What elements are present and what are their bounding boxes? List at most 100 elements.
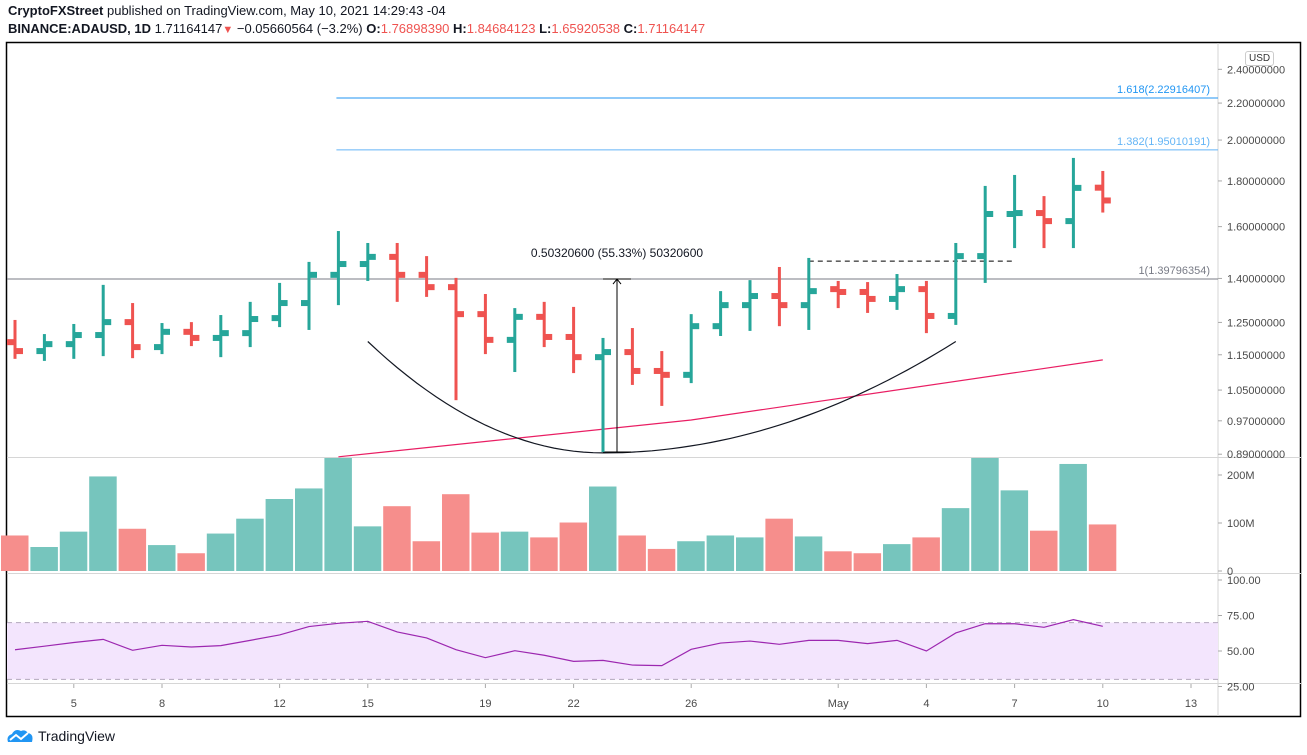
ohlc-bar-close [927, 312, 935, 319]
volume-bar [912, 537, 940, 571]
measure-arrow-icon [612, 278, 622, 285]
ohlc-bar-range [307, 261, 311, 330]
ohlc-bar [448, 277, 464, 401]
ohlc-bar-close [898, 286, 905, 293]
rsi-line [14, 619, 1103, 667]
ohlc-bar-close [692, 323, 700, 330]
volume-bar [236, 518, 264, 571]
ohlc-bar-close [574, 354, 582, 361]
time-tick-label: 26 [685, 698, 697, 710]
logo-text: TradingView [38, 728, 116, 744]
ohlc-bar-open [595, 354, 602, 361]
volume-bar [148, 545, 176, 571]
ohlc-bar [301, 261, 317, 330]
ohlc-bar-close [721, 302, 729, 309]
fib-level-label: 1(1.39796354) [1138, 265, 1210, 277]
volume-tick-label: 100M [1227, 518, 1255, 530]
ohlc-bar-range [189, 322, 193, 347]
ohlc-bar-open [800, 302, 808, 309]
volume-bar [677, 541, 705, 571]
volume-bar [824, 551, 852, 571]
tradingview-logo[interactable]: TradingView [6, 728, 115, 744]
ohlc-bar-range [983, 185, 987, 283]
time-tick-label: 10 [1097, 698, 1109, 710]
currency-badge[interactable]: USD [1245, 51, 1275, 66]
ohlc-bar-range [1071, 157, 1075, 249]
ohlc-bar-range [836, 280, 840, 309]
ohlc-bar-close [1074, 184, 1082, 191]
ohlc-bar-range [395, 242, 399, 302]
volume-bar [324, 458, 352, 571]
ohlc-bar [536, 301, 553, 348]
volume-bar [1, 535, 29, 571]
ohlc-bar-open [977, 253, 985, 260]
ohlc-bar-close [868, 295, 876, 302]
ohlc-bar-range [954, 242, 958, 325]
time-tick-label: May [828, 698, 849, 710]
time-tick-label: 8 [159, 698, 165, 710]
volume-bar [1088, 524, 1117, 571]
ohlc-bar [154, 323, 170, 355]
ohlc-bar-close [368, 253, 376, 260]
low-value: 1.65920538 [551, 21, 621, 36]
fib-level-label: 1.382(1.95010191) [1117, 136, 1210, 148]
volume-bar [383, 506, 411, 571]
ohlc-bar-open [36, 348, 44, 355]
price-change: −0.05660564 (−3.2%) [236, 21, 363, 36]
price-tick-label: 0.89000000 [1227, 449, 1285, 461]
ohlc-bar-open [154, 344, 161, 351]
price-tick-label: 1.05000000 [1227, 385, 1285, 397]
ohlc-bar-range [572, 306, 576, 374]
ohlc-bar-close [545, 333, 553, 340]
ohlc-bar [330, 231, 347, 306]
fib-level-label: 1.618(2.22916407) [1117, 84, 1210, 96]
ohlc-bar [771, 266, 788, 327]
ohlc-bar-range [1013, 174, 1017, 249]
volume-bar [559, 522, 588, 571]
volume-bar [941, 508, 970, 571]
volume-tick-label: 0 [1227, 566, 1233, 578]
ohlc-bar-range [748, 280, 752, 331]
volume-bar [471, 532, 499, 571]
ohlc-bar-close [809, 288, 817, 295]
volume-bar [883, 544, 911, 571]
ohlc-bar-open [859, 288, 867, 295]
ohlc-bar-range [101, 284, 105, 357]
author-name[interactable]: CryptoFXStreet [8, 3, 104, 18]
ohlc-bar-range [425, 256, 429, 297]
ohlc-bar-open [1036, 210, 1043, 217]
ohlc-bar-close [310, 271, 317, 278]
price-tick-label: 1.40000000 [1227, 273, 1285, 285]
volume-bar [706, 535, 735, 571]
ohlc-bar-close [1045, 218, 1052, 225]
ohlc-bar-close [751, 293, 758, 300]
ohlc-bar-range [366, 242, 370, 281]
ohlc-bar-range [454, 277, 458, 401]
ohlc-bar-open [712, 323, 720, 330]
ohlc-bar [889, 274, 905, 310]
ohlc-bar-range [777, 266, 781, 327]
high-label: H: [453, 21, 467, 36]
ohlc-bar-open [448, 284, 455, 291]
cup-curve [367, 340, 957, 454]
time-tick-label: 15 [362, 698, 374, 710]
rsi-tick-label: 50.00 [1227, 646, 1255, 658]
open-value: 1.76898390 [380, 21, 450, 36]
ohlc-bar [712, 291, 729, 337]
volume-bar [206, 533, 235, 571]
ohlc-bar-range [1101, 170, 1105, 213]
volume-bar [500, 531, 529, 571]
volume-bar [353, 526, 382, 571]
price-tick-label: 0.97000000 [1227, 416, 1285, 428]
ohlc-bar-range [866, 282, 870, 313]
ohlc-bar [242, 301, 259, 348]
chart-frame [5, 41, 1302, 718]
volume-bar [177, 553, 205, 571]
ohlc-bar-close [104, 319, 112, 326]
symbol-label: BINANCE:ADAUSD, 1D [8, 21, 152, 36]
ohlc-bar-range [1042, 196, 1046, 249]
ohlc-bar [800, 257, 817, 330]
ohlc-bar-range [219, 315, 223, 358]
ohlc-bar [830, 280, 847, 309]
